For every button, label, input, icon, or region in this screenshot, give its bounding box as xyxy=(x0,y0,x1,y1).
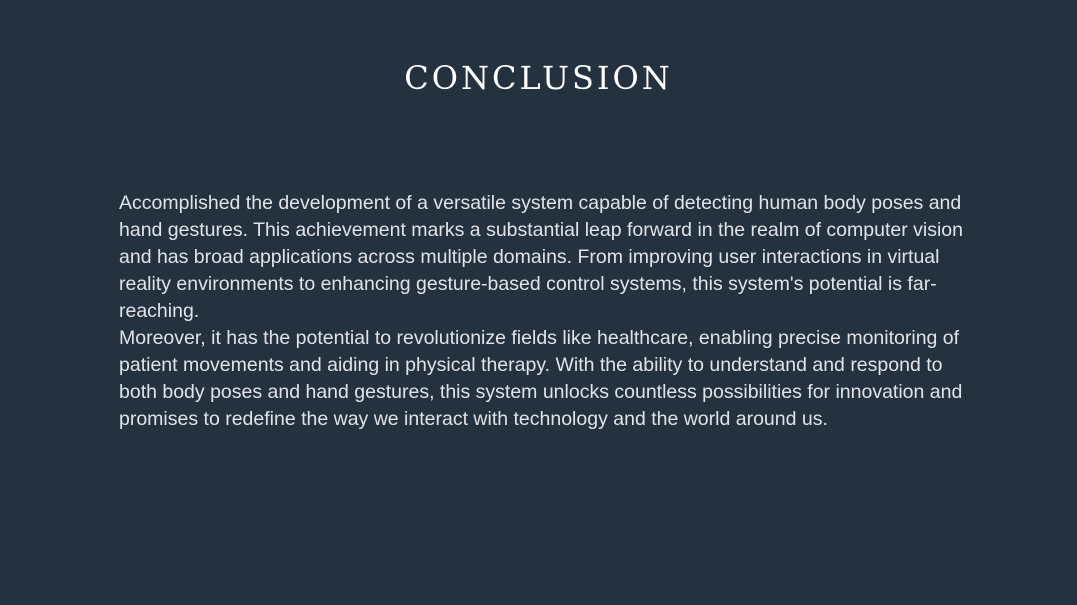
slide-body: Accomplished the development of a versat… xyxy=(119,190,969,433)
body-paragraph-1: Accomplished the development of a versat… xyxy=(119,192,963,322)
slide-title: CONCLUSION xyxy=(404,59,673,97)
body-paragraph-2: Moreover, it has the potential to revolu… xyxy=(119,327,963,430)
